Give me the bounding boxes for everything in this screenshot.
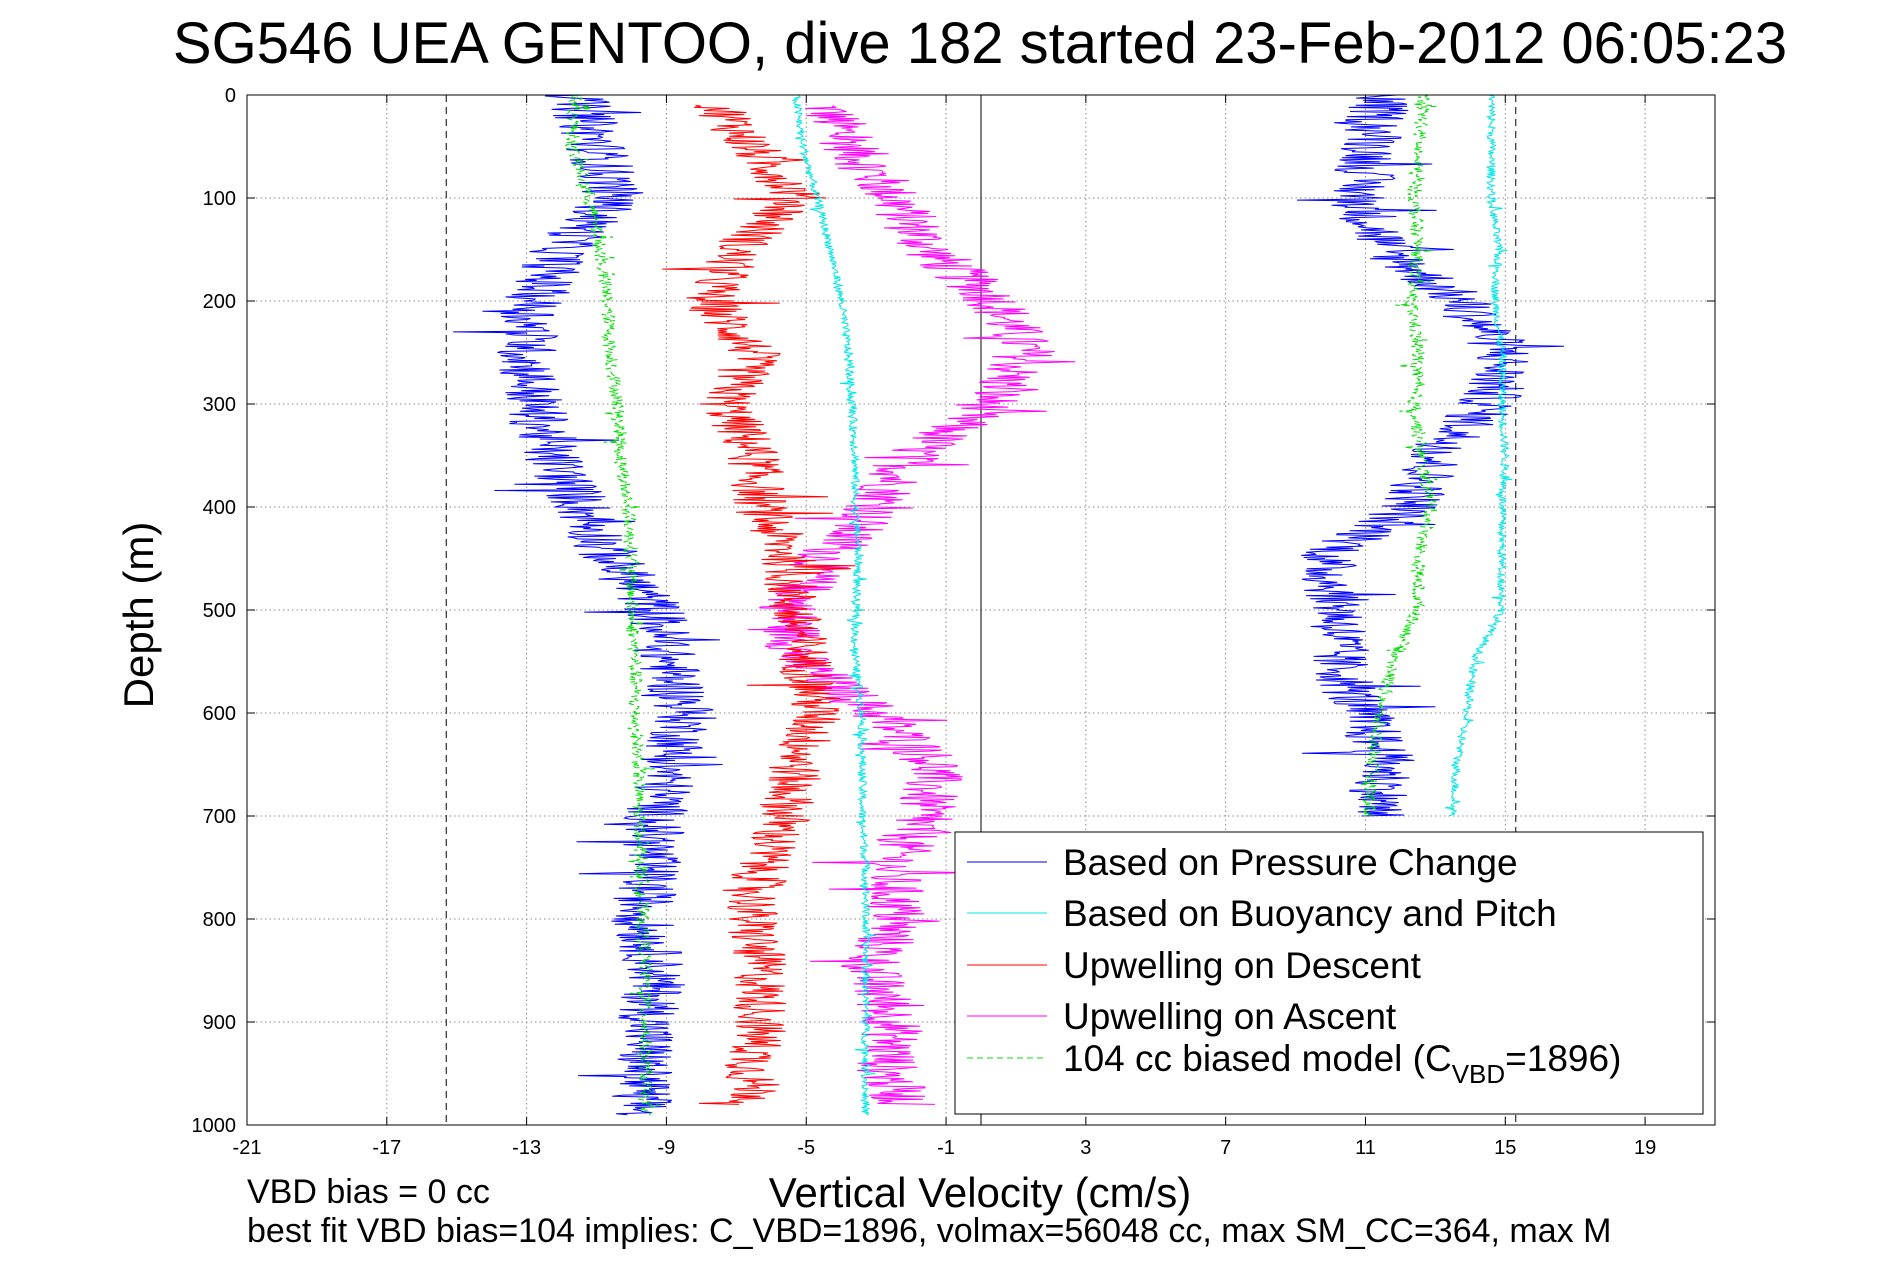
series-trace	[453, 94, 723, 1116]
legend-label: Based on Buoyancy and Pitch	[1063, 893, 1557, 934]
series-trace	[1296, 94, 1565, 817]
x-axis-ticks: -21 -17 -13 -9 -5 -1 3 7 11 15 19	[233, 95, 1656, 1159]
x-tick-label: 19	[1634, 1137, 1656, 1159]
y-tick-label: 700	[203, 806, 236, 828]
y-tick-label: 900	[203, 1012, 236, 1034]
x-axis-label: Vertical Velocity (cm/s)	[769, 1169, 1191, 1216]
x-tick-label: -9	[658, 1137, 676, 1159]
y-tick-label: 500	[203, 600, 236, 622]
series-trace	[662, 104, 856, 1105]
legend-label: Based on Pressure Change	[1063, 842, 1518, 883]
y-tick-label: 0	[225, 85, 236, 107]
series-3	[748, 104, 1076, 1105]
legend-label: 104 cc biased model (CVBD=1896)	[1063, 1038, 1621, 1089]
y-tick-label: 100	[203, 188, 236, 210]
chart-title: SG546 UEA GENTOO, dive 182 started 23-Fe…	[173, 11, 1787, 76]
y-axis-label: Depth (m)	[115, 522, 162, 709]
series-2	[662, 104, 856, 1105]
x-tick-label: -17	[372, 1137, 401, 1159]
y-tick-label: 300	[203, 394, 236, 416]
footer-line-1: VBD bias = 0 cc	[247, 1173, 490, 1211]
series-4	[565, 94, 1440, 1116]
legend: Based on Pressure Change Based on Buoyanc…	[954, 831, 1704, 1115]
y-tick-label: 600	[203, 703, 236, 725]
x-tick-label: 15	[1494, 1137, 1516, 1159]
legend-label: Upwelling on Ascent	[1063, 996, 1397, 1037]
x-tick-label: 3	[1080, 1137, 1091, 1159]
y-axis-ticks: 0 100 200 300 400 500 600 700 800 900 1000	[192, 85, 1715, 1137]
x-tick-label: 11	[1355, 1137, 1376, 1159]
x-tick-label: -13	[512, 1137, 541, 1159]
x-tick-label: -21	[233, 1137, 262, 1159]
y-tick-label: 800	[203, 909, 236, 931]
series-trace	[565, 94, 661, 1116]
legend-label: Upwelling on Descent	[1063, 945, 1422, 986]
series-1	[791, 94, 1513, 1116]
y-tick-label: 1000	[192, 1115, 237, 1137]
plot-area	[453, 94, 1565, 1116]
x-tick-label: -1	[937, 1137, 955, 1159]
series-trace	[791, 94, 877, 1116]
x-tick-label: -5	[797, 1137, 815, 1159]
y-tick-label: 200	[203, 291, 236, 313]
legend-box	[954, 831, 1704, 1115]
series-trace	[1444, 94, 1513, 817]
footer-line-2: best fit VBD bias=104 implies: C_VBD=189…	[247, 1212, 1611, 1250]
series-trace	[748, 104, 1076, 1105]
y-tick-label: 400	[203, 497, 236, 519]
x-tick-label: 7	[1220, 1137, 1231, 1159]
